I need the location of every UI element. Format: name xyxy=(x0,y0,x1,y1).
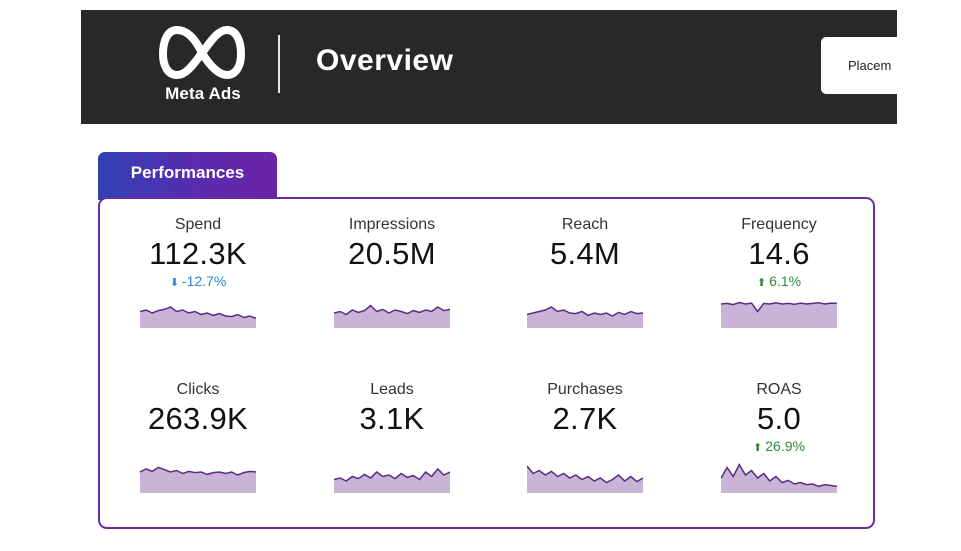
metric-card-spend: Spend 112.3K ⬇ -12.7% xyxy=(118,216,278,332)
sparkline-area xyxy=(527,466,643,493)
sparkline-chart xyxy=(140,466,256,493)
placement-filter-dropdown[interactable]: Placem xyxy=(821,37,897,94)
metric-delta: ⬆ 26.9% xyxy=(699,438,859,454)
meta-infinity-logo-icon xyxy=(159,26,245,79)
app-header: Meta Ads Overview Placem xyxy=(81,10,897,124)
metric-value: 263.9K xyxy=(147,401,249,436)
header-divider xyxy=(278,35,280,93)
metric-delta-value: 6.1% xyxy=(769,273,802,289)
metric-label: Leads xyxy=(370,381,414,398)
metric-delta-value: -12.7% xyxy=(181,273,227,289)
metric-value: 14.6 xyxy=(748,236,810,271)
metric-card-roas: ROAS 5.0 ⬆ 26.9% xyxy=(699,381,859,497)
sparkline-line xyxy=(527,306,643,317)
metric-value: 5.4M xyxy=(549,236,621,271)
sparkline-line xyxy=(527,465,643,484)
metric-value: 2.7K xyxy=(552,401,618,436)
metric-value: 3.1K xyxy=(359,401,425,436)
metric-delta xyxy=(505,438,665,454)
sparkline-area xyxy=(140,467,256,493)
metric-delta xyxy=(118,438,278,454)
sparkline-area xyxy=(334,305,450,328)
metric-delta xyxy=(312,438,472,454)
sparkline-area xyxy=(140,307,256,328)
metric-card-purchases: Purchases 2.7K xyxy=(505,381,665,497)
metric-label: Clicks xyxy=(176,381,220,398)
metric-label: Frequency xyxy=(741,216,817,233)
metric-label: Purchases xyxy=(547,381,623,398)
sparkline-chart xyxy=(721,301,837,328)
metric-value: 112.3K xyxy=(149,236,247,271)
metric-label: Spend xyxy=(174,216,222,233)
metric-card-leads: Leads 3.1K xyxy=(312,381,472,497)
metric-value: 5.0 xyxy=(757,401,801,436)
sparkline-chart xyxy=(721,463,837,493)
page-title: Overview xyxy=(316,44,454,77)
metric-card-impressions: Impressions 20.5M xyxy=(312,216,472,332)
metric-card-frequency: Frequency 14.6 ⬆ 6.1% xyxy=(699,216,859,332)
sparkline-line xyxy=(334,304,450,316)
sparkline-chart xyxy=(334,467,450,493)
metric-label: ROAS xyxy=(756,381,802,398)
sparkline-line xyxy=(721,463,837,488)
metric-card-reach: Reach 5.4M xyxy=(505,216,665,332)
sparkline-chart xyxy=(140,306,256,328)
performance-panel: Spend 112.3K ⬇ -12.7% Impressions 20.5M Reach 5… xyxy=(98,197,875,529)
sparkline-line xyxy=(334,467,450,482)
brand-name: Meta Ads xyxy=(165,84,241,103)
arrow-up-icon: ⬆ xyxy=(756,277,767,289)
metric-delta: ⬇ -12.7% xyxy=(118,273,278,289)
sparkline-chart xyxy=(527,465,643,493)
sparkline-area xyxy=(527,307,643,328)
metric-delta xyxy=(505,273,665,289)
arrow-up-icon: ⬆ xyxy=(753,442,763,454)
metric-delta-value: 26.9% xyxy=(765,438,805,454)
metric-value: 20.5M xyxy=(348,236,436,271)
metric-label: Impressions xyxy=(348,216,436,233)
sparkline-line xyxy=(140,306,256,320)
placement-filter-label: Placem xyxy=(848,58,892,73)
sparkline-chart xyxy=(334,304,450,328)
tab-performances-label: Performances xyxy=(130,163,245,182)
sparkline-area xyxy=(721,302,837,328)
metric-delta xyxy=(312,273,472,289)
metric-delta: ⬆ 6.1% xyxy=(699,273,859,289)
metric-label: Reach xyxy=(561,216,609,233)
sparkline-area xyxy=(334,469,450,493)
sparkline-line xyxy=(140,466,256,476)
sparkline-line xyxy=(721,301,837,313)
metric-card-clicks: Clicks 263.9K xyxy=(118,381,278,497)
arrow-down-icon: ⬇ xyxy=(169,277,179,289)
tab-performances[interactable]: Performances xyxy=(98,152,277,200)
sparkline-chart xyxy=(527,306,643,328)
